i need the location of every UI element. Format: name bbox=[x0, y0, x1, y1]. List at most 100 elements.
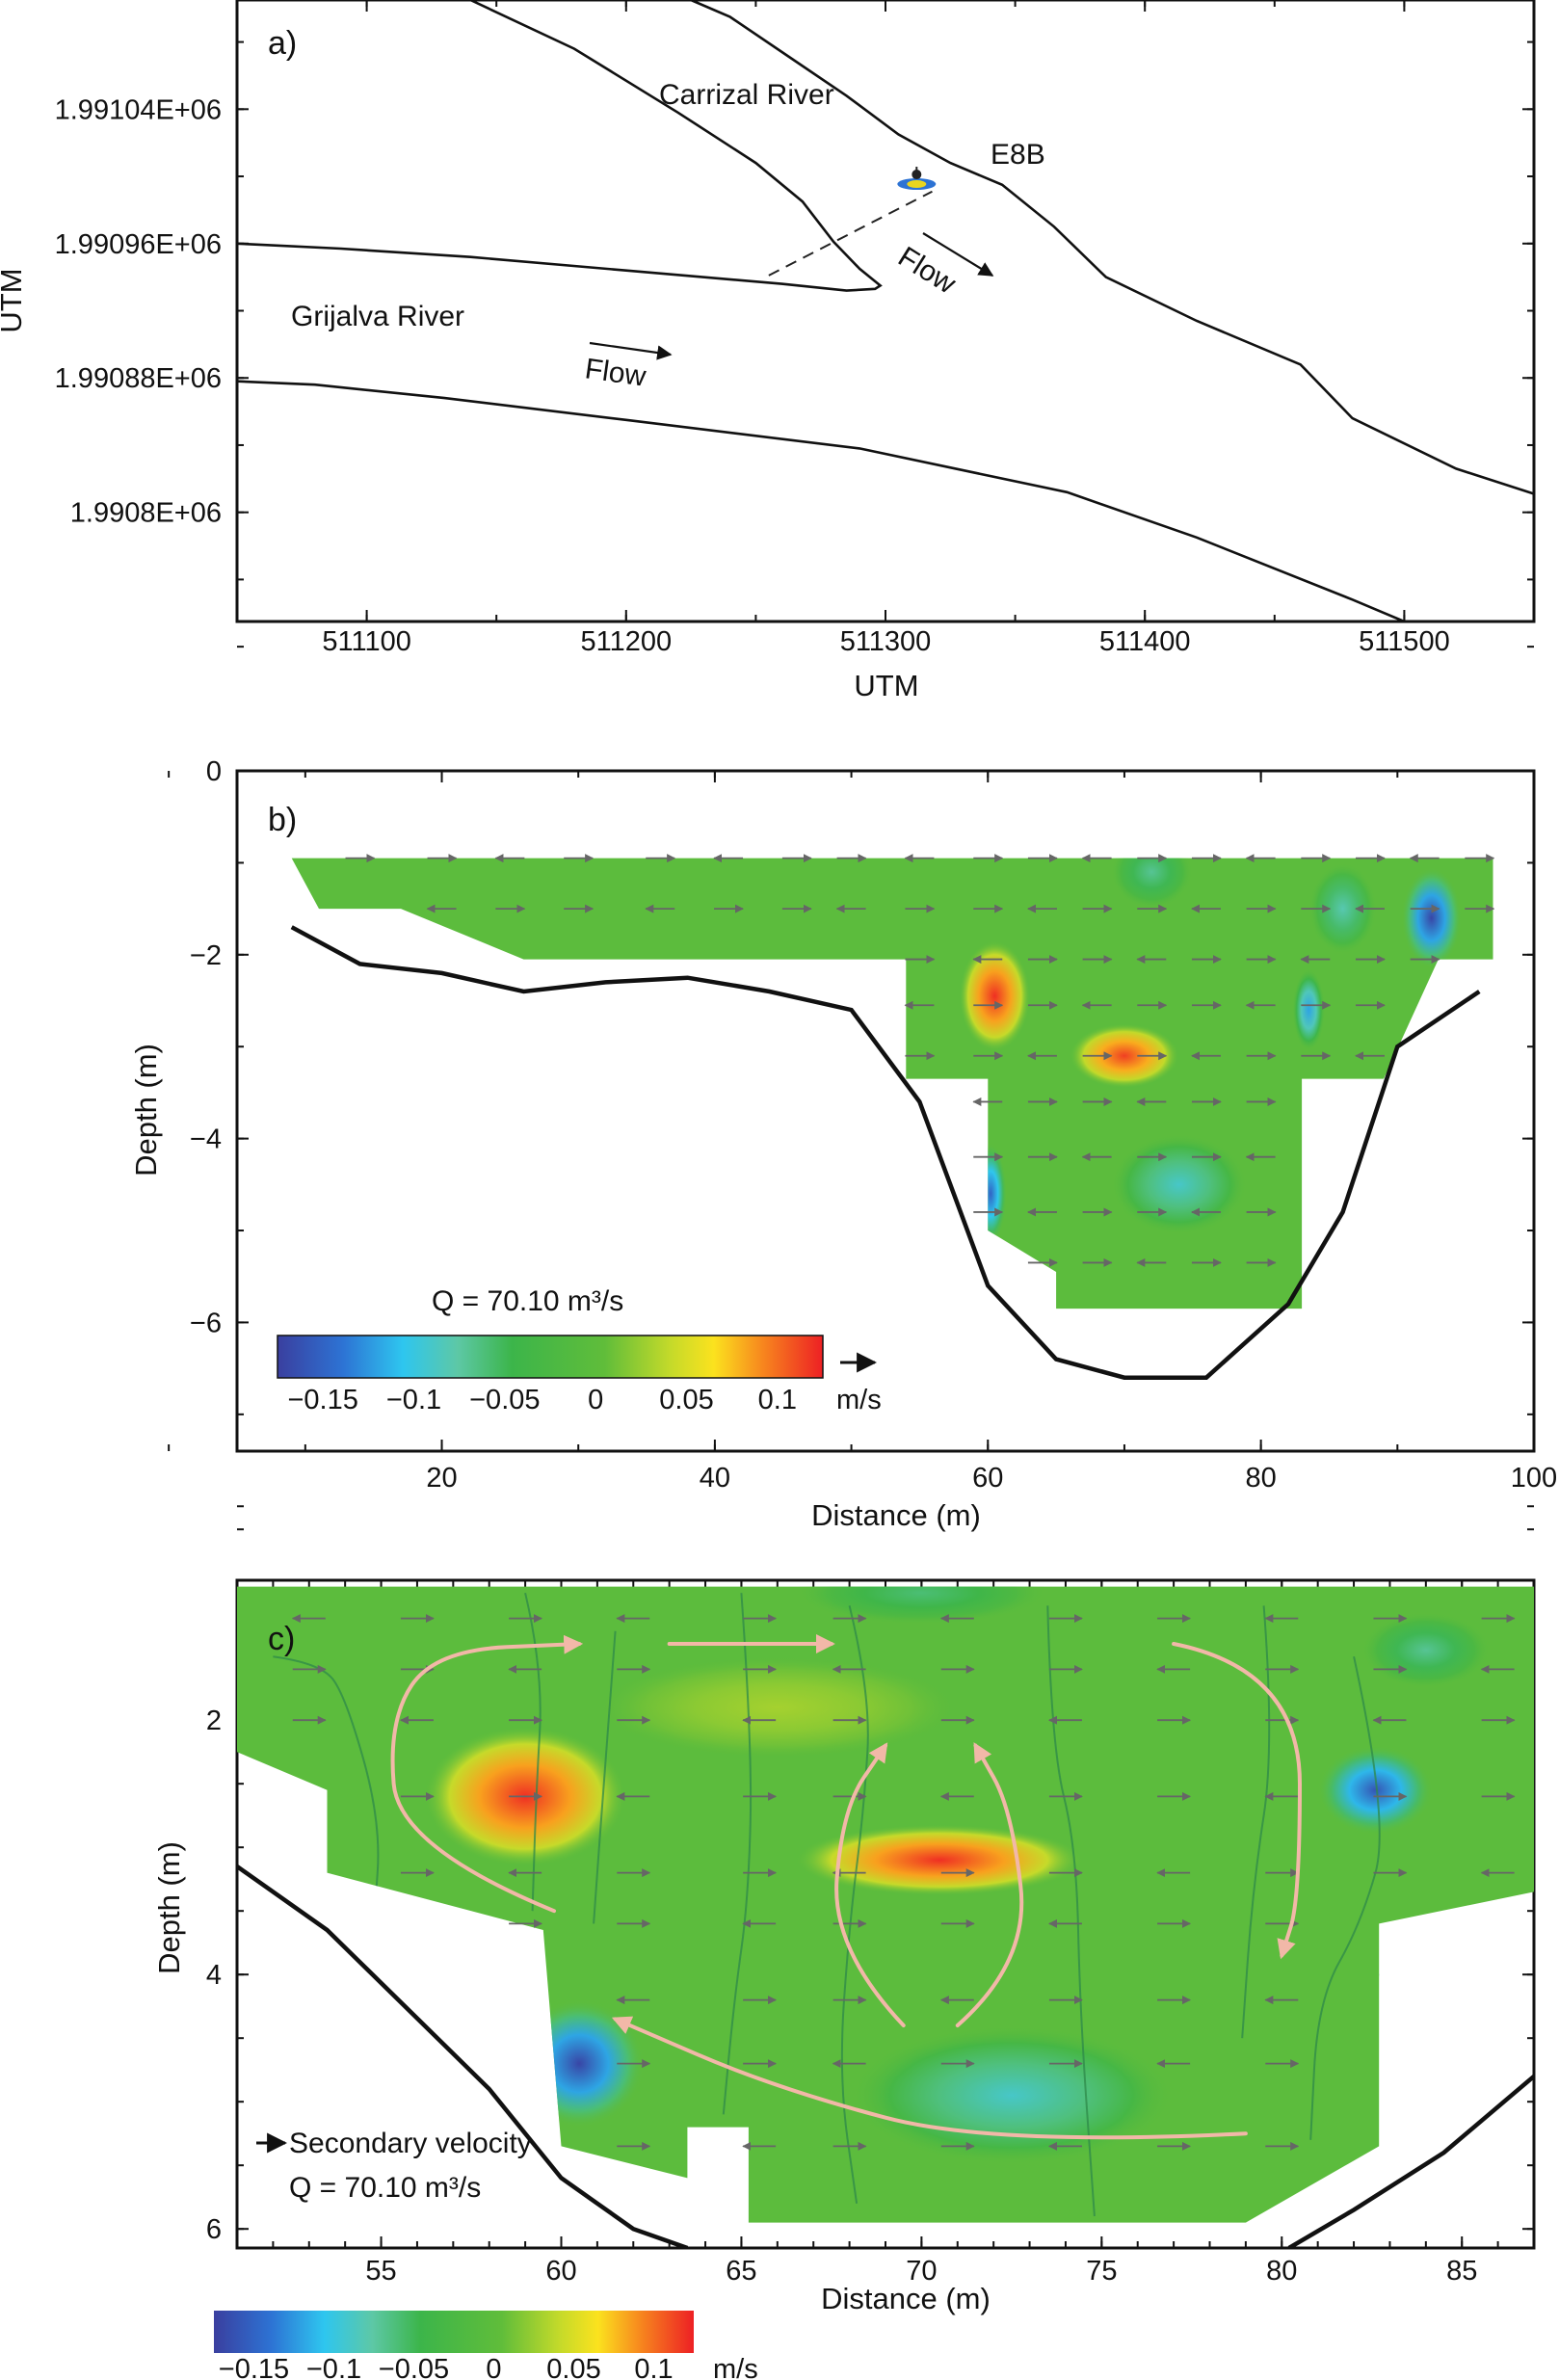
x-tick-label: 40 bbox=[700, 1463, 730, 1494]
panel-b-vectors bbox=[345, 854, 1495, 1267]
x-tick-label: 511200 bbox=[580, 626, 672, 657]
streamline bbox=[593, 1630, 617, 1924]
streamline bbox=[1378, 1973, 1440, 2128]
x-tick-label: 100 bbox=[1511, 1463, 1557, 1494]
panel-c-ylabel: Depth (m) bbox=[152, 1841, 186, 1974]
velocity-hotspot bbox=[1308, 862, 1378, 955]
colorbar-tick-label: 0.05 bbox=[546, 2354, 600, 2380]
velocity-hotspot bbox=[1070, 1023, 1179, 1089]
panel-b-bed-profile bbox=[290, 925, 1481, 1380]
velocity-hotspot bbox=[1110, 1133, 1248, 1235]
panel-c-discharge: Q = 70.10 m³/s bbox=[289, 2172, 481, 2204]
velocity-hotspot bbox=[1317, 1745, 1434, 1836]
streamline bbox=[722, 1593, 753, 2115]
x-tick-label: 85 bbox=[1446, 2256, 1477, 2287]
boat-station-icon bbox=[897, 167, 937, 191]
velocity-hotspot bbox=[1401, 867, 1462, 969]
colorbar-tick-label: 0.1 bbox=[758, 1385, 797, 1415]
transect-line bbox=[768, 190, 933, 277]
y-tick-label: −4 bbox=[190, 1124, 222, 1155]
x-tick-label: 511500 bbox=[1359, 626, 1450, 657]
panel-c-right-bank bbox=[1287, 2075, 1534, 2248]
panel-c-letter: c) bbox=[268, 1621, 295, 1657]
circulation-arrow bbox=[611, 2016, 1248, 2140]
colorbar-tick-label: 0.1 bbox=[634, 2354, 673, 2380]
y-tick-label: 2 bbox=[206, 1706, 222, 1736]
x-tick-label: 55 bbox=[365, 2256, 396, 2287]
grijalva-river-label: Grijalva River bbox=[291, 301, 464, 332]
carrizal-right-bank bbox=[690, 0, 1534, 495]
panel-c-secondary-label: Secondary velocity bbox=[289, 2128, 532, 2159]
panel-c-colorbar: −0.15 −0.1 −0.05 0 0.05 0.1 bbox=[214, 2311, 694, 2380]
y-tick-label: 4 bbox=[206, 1960, 222, 1991]
panel-c-colorbar-unit: m/s bbox=[713, 2354, 758, 2380]
x-tick-label: 511400 bbox=[1099, 626, 1191, 657]
velocity-hotspot bbox=[795, 1586, 1048, 1626]
x-tick-label: 60 bbox=[972, 1463, 1003, 1494]
panel-b-ticks: 20 40 60 80 100 0 −2 −4 −6 bbox=[168, 756, 1557, 1508]
x-tick-label: 20 bbox=[426, 1463, 457, 1494]
colorbar-tick-label: −0.05 bbox=[469, 1385, 540, 1415]
colorbar-tick-label: −0.15 bbox=[219, 2354, 289, 2380]
panel-b-discharge: Q = 70.10 m³/s bbox=[432, 1285, 623, 1317]
streamline bbox=[1309, 1655, 1381, 2140]
y-tick-label: −2 bbox=[190, 940, 222, 971]
y-tick-label: 6 bbox=[206, 2214, 222, 2245]
velocity-hotspot bbox=[974, 1143, 1008, 1245]
velocity-hotspot bbox=[959, 940, 1031, 1051]
colorbar-tick-label: 0 bbox=[588, 1385, 603, 1415]
panel-a-map: 511100 511200 511300 511400 511500 1.99104E+0… bbox=[0, 0, 1536, 702]
y-tick-label: −6 bbox=[190, 1308, 222, 1338]
panel-b-ylabel: Depth (m) bbox=[129, 1044, 163, 1177]
streamline bbox=[273, 1655, 380, 1924]
velocity-hotspot bbox=[1292, 968, 1326, 1051]
streamline bbox=[1241, 1605, 1271, 2039]
carrizal-river-label: Carrizal River bbox=[659, 79, 834, 111]
y-tick-label: 1.9908E+06 bbox=[70, 498, 222, 529]
panel-a-xlabel: UTM bbox=[854, 669, 918, 702]
x-tick-label: 80 bbox=[1245, 1463, 1276, 1494]
panel-b-colorbar-unit: m/s bbox=[836, 1385, 882, 1415]
station-e8b-label: E8B bbox=[991, 139, 1045, 171]
x-tick-label: 60 bbox=[545, 2256, 576, 2287]
circulation-arrow bbox=[390, 1634, 584, 1914]
colorbar-tick-label: 0 bbox=[486, 2354, 501, 2380]
y-tick-label: 1.99088E+06 bbox=[55, 363, 222, 394]
streamline bbox=[524, 1592, 542, 1912]
colorbar-tick-label: −0.1 bbox=[306, 2354, 361, 2380]
panel-c-circulation-arrows bbox=[390, 1634, 1303, 2140]
colorbar-tick-label: −0.05 bbox=[379, 2354, 449, 2380]
x-tick-label: 65 bbox=[726, 2256, 756, 2287]
panel-a-ticks: 511100 511200 511300 511400 511500 1.99104E+0… bbox=[55, 0, 1535, 657]
velocity-hotspot bbox=[596, 1656, 958, 1759]
panel-c-xlabel: Distance (m) bbox=[821, 2282, 991, 2315]
panel-c-field-hotspots bbox=[424, 1586, 1492, 2166]
colorbar-tick-label: 0.05 bbox=[659, 1385, 713, 1415]
panel-b-letter: b) bbox=[268, 802, 297, 838]
y-tick-label: 0 bbox=[206, 756, 222, 787]
x-tick-label: 75 bbox=[1086, 2256, 1117, 2287]
velocity-hotspot bbox=[849, 2025, 1175, 2166]
circulation-arrow bbox=[1172, 1642, 1303, 1960]
x-tick-label: 80 bbox=[1266, 2256, 1297, 2287]
panel-a-ylabel: UTM bbox=[0, 268, 28, 332]
colorbar-tick-label: −0.1 bbox=[386, 1385, 441, 1415]
panel-c-left-bank bbox=[237, 1864, 689, 2248]
panel-b-field-hotspots bbox=[959, 858, 1462, 1245]
velocity-hotspot bbox=[1110, 858, 1193, 910]
streamline bbox=[840, 1605, 869, 2204]
panel-b-frame bbox=[235, 769, 1536, 1453]
colorbar-tick-label: −0.15 bbox=[287, 1385, 357, 1415]
panel-a-letter: a) bbox=[268, 25, 297, 62]
flow-label-carrizal: Flow bbox=[892, 232, 994, 301]
carrizal-left-bank bbox=[237, 0, 883, 292]
grijalva-right-bank bbox=[237, 380, 1405, 621]
x-tick-label: 70 bbox=[906, 2256, 937, 2287]
panel-c-vectors bbox=[291, 1614, 1516, 2151]
velocity-hotspot bbox=[1361, 1612, 1492, 1689]
x-tick-label: 511300 bbox=[840, 626, 932, 657]
panel-b-xlabel: Distance (m) bbox=[811, 1498, 981, 1532]
circulation-arrow bbox=[834, 1742, 906, 2027]
